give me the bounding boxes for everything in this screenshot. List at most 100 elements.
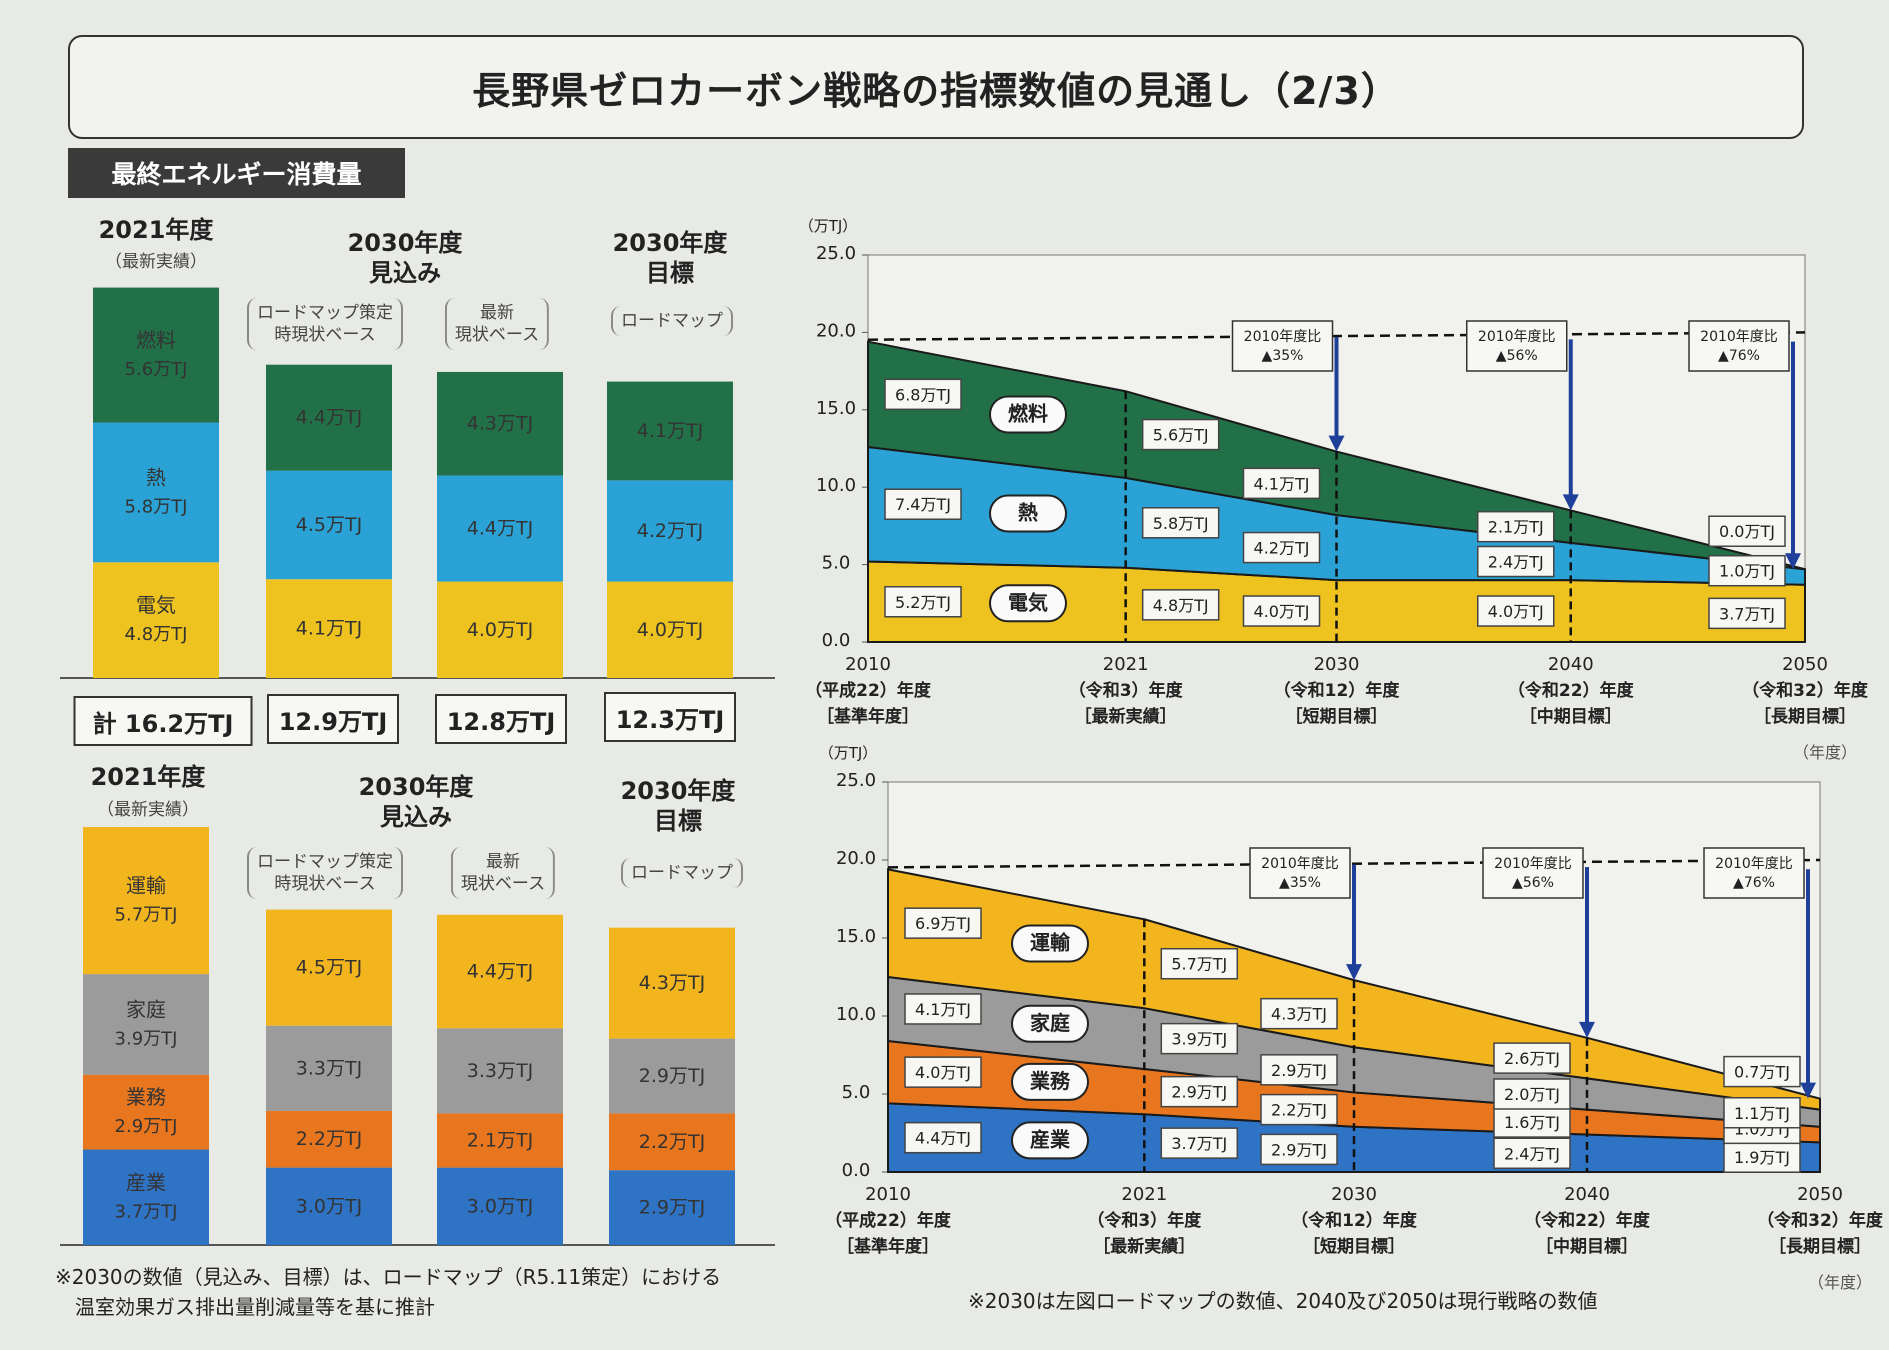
y-tick-label-text: 20.0 <box>836 848 876 869</box>
bar-segment-産業 <box>83 1149 209 1245</box>
area-value-label: 5.6万TJ <box>1141 418 1220 451</box>
bar-value-label-text: 4.3万TJ <box>467 413 533 435</box>
arrow-head-icon <box>1328 435 1345 452</box>
category-pill-text: 電気 <box>1008 590 1048 614</box>
sub-roadmap-time-b: ロードマップ策定 時現状ベース <box>247 847 403 899</box>
area-value-label-box <box>1141 589 1220 621</box>
header-2021-note: （最新実績） <box>105 252 207 272</box>
y-tick-label: 0.0 <box>842 1160 871 1181</box>
area-value-label: 2.9万TJ <box>1260 1054 1338 1086</box>
category-pill: 家庭 <box>1011 1004 1089 1043</box>
area-value-label-box <box>1708 554 1786 587</box>
category-pill-text: 燃料 <box>1008 401 1048 425</box>
bar-value-label: 2.2万TJ <box>639 1131 705 1153</box>
area-value-label: 5.7万TJ <box>1160 947 1239 980</box>
y-tick-label-text: 10.0 <box>836 1004 876 1025</box>
bar-segment-運輸 <box>266 909 392 1026</box>
header-2021-b: 2021年度 <box>90 763 206 791</box>
area-value-label-text: 4.4万TJ <box>915 1129 971 1148</box>
x-tick-label: 2021 <box>1103 654 1149 675</box>
bar-segment-電気 <box>607 581 733 678</box>
x-tick-label-text: （令和22）年度 <box>1524 1210 1651 1231</box>
bar-value-label: 4.5万TJ <box>296 957 362 979</box>
footnote-left: ※2030の数値（見込み、目標）は、ロードマップ（R5.11策定）における 温室… <box>55 1265 722 1319</box>
x-tick-label: 2050 <box>1797 1184 1843 1205</box>
bar-segment-電気 <box>266 579 392 678</box>
x-tick-label-text: 2021 <box>1121 1184 1167 1205</box>
area-value-label: 4.8万TJ <box>1141 589 1220 621</box>
x-tick-label-text: ［最新実績］ <box>1075 706 1177 727</box>
x-tick-label-text: 2030 <box>1314 654 1360 675</box>
category-pill-text: 家庭 <box>1030 1011 1070 1035</box>
y-tick-label: 15.0 <box>836 926 876 947</box>
y-tick-label-text: 25.0 <box>836 770 876 791</box>
sub-roadmap: ロードマップ <box>611 306 733 336</box>
y-tick-label: 25.0 <box>836 770 876 791</box>
arrow-head-icon <box>1579 1021 1595 1038</box>
area-value-label: 2.2万TJ <box>1260 1093 1338 1126</box>
bar-segment-家庭 <box>609 1038 735 1114</box>
area-value-label: 4.0万TJ <box>1242 595 1321 627</box>
x-tick-label: （令和3）年度 <box>1069 680 1184 701</box>
category-pill-pill <box>989 584 1067 623</box>
bar-value-label: 2.1万TJ <box>467 1130 533 1152</box>
area-value-label: 4.1万TJ <box>1242 467 1321 500</box>
arrow-head-icon <box>1562 494 1579 511</box>
y-tick-label-text: 10.0 <box>816 475 856 496</box>
area-value-label: 2.9万TJ <box>1160 1075 1239 1108</box>
bar-segment-産業 <box>609 1170 735 1245</box>
x-axis-unit-text: （年度） <box>1793 743 1857 762</box>
bar-value-label-text: 2.9万TJ <box>639 1065 705 1087</box>
bar-value-label: 4.2万TJ <box>637 520 703 542</box>
area-value-label: 6.9万TJ <box>904 907 982 939</box>
area-value-label: 2.1万TJ <box>1477 510 1555 543</box>
x-tick-label-text: 2010 <box>865 1184 911 1205</box>
area-value-label-text: 4.2万TJ <box>1254 539 1310 558</box>
header-2030-forecast-note-b: 見込み <box>380 803 452 831</box>
x-tick-label-text: 2040 <box>1548 654 1594 675</box>
x-tick-label-text: （令和32）年度 <box>1757 1210 1884 1231</box>
category-pill: 燃料 <box>989 395 1067 434</box>
area-value-label-text: 2.0万TJ <box>1504 1085 1560 1104</box>
bar-value-label: 4.8万TJ <box>125 624 188 645</box>
area-value-label: 4.1万TJ <box>904 993 982 1025</box>
reduction-annotation: 2010年度比▲56% <box>1494 856 1572 891</box>
area-value-label-text: 0.0万TJ <box>1719 522 1775 541</box>
bar-value-label-text: 2.1万TJ <box>467 1130 533 1152</box>
y-tick-label-text: 0.0 <box>842 1160 871 1181</box>
area-value-label-box <box>1160 947 1239 980</box>
area-value-label: 5.2万TJ <box>884 586 962 618</box>
x-axis-unit: （年度） <box>1793 743 1857 762</box>
bar-segment-電気 <box>93 562 219 678</box>
y-tick-label: 5.0 <box>822 553 851 574</box>
x-tick-label-text: ［長期目標］ <box>1769 1236 1871 1257</box>
bar-value-label: 2.2万TJ <box>296 1128 362 1150</box>
area-value-label-text: 0.7万TJ <box>1734 1063 1790 1082</box>
category-pill-pill <box>1011 1121 1089 1160</box>
bar-value-label-text: 4.4万TJ <box>467 518 533 540</box>
area-value-label-text: 4.1万TJ <box>1254 474 1310 493</box>
y-tick-label: 25.0 <box>816 243 856 264</box>
area-value-label-text: 2.1万TJ <box>1488 518 1544 537</box>
header-2030-target-b: 2030年度 <box>620 777 736 805</box>
x-tick-label-text: 2030 <box>1331 1184 1377 1205</box>
arrow-head-icon <box>1785 553 1801 570</box>
area-value-label: 4.4万TJ <box>904 1121 982 1154</box>
bar-value-label-text: 4.4万TJ <box>296 407 362 429</box>
bar-value-label: 3.7万TJ <box>115 1201 178 1222</box>
x-tick-label: （令和32）年度 <box>1757 1210 1884 1231</box>
category-pill: 電気 <box>989 584 1067 623</box>
bar-segment-運輸 <box>437 914 563 1029</box>
x-tick-label-text: （令和32）年度 <box>1742 680 1869 701</box>
x-tick-label: （令和32）年度 <box>1742 680 1869 701</box>
category-pill: 熱 <box>989 494 1067 533</box>
bar-category-label: 業務 <box>126 1085 166 1109</box>
area-value-label: 1.0万TJ <box>1708 554 1786 587</box>
x-tick-label: ［基準年度］ <box>837 1236 939 1257</box>
bar-value-label: 3.9万TJ <box>115 1028 178 1049</box>
area-value-label: 3.7万TJ <box>1708 597 1786 630</box>
y-tick-label-text: 0.0 <box>822 630 851 651</box>
area-value-label-box <box>1260 1133 1338 1166</box>
y-axis-unit-text: （万TJ） <box>799 217 858 235</box>
x-tick-label: 2010 <box>865 1184 911 1205</box>
